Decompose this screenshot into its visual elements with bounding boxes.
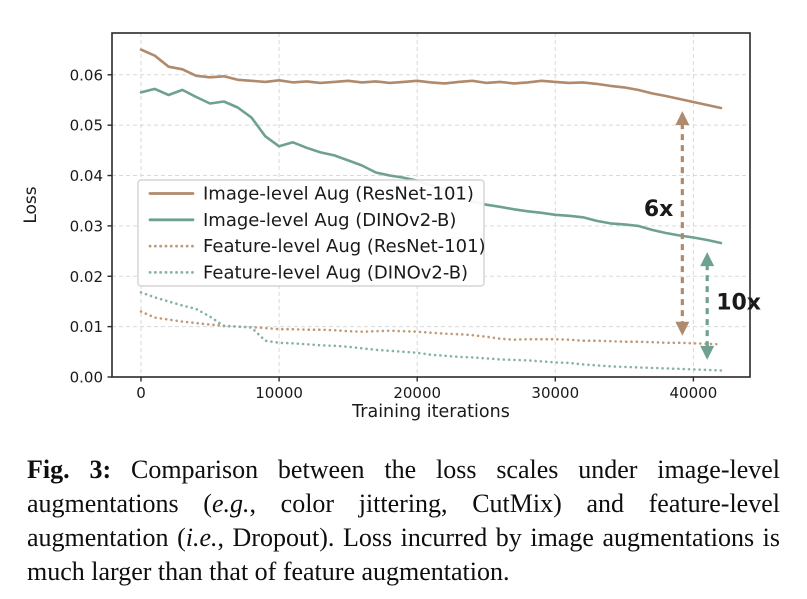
- y-tick-label: 0.02: [70, 268, 103, 286]
- series-line-3: [139, 291, 723, 372]
- y-tick-label: 0.06: [70, 66, 103, 84]
- x-tick-label: 20000: [393, 384, 441, 402]
- y-axis-label: Loss: [21, 186, 41, 223]
- arrowhead-down: [675, 321, 690, 336]
- arrowhead-up: [675, 111, 690, 126]
- legend-label-1: Image-level Aug (DINOv2-B): [203, 210, 456, 231]
- annotation-label: 10x: [716, 290, 761, 315]
- caption-segment: , Dropout). Loss incurred by image augme…: [27, 523, 780, 586]
- series-line-0: [139, 48, 723, 110]
- loss-comparison-chart: 0.00 0.01 0.02 0.03 0.04 0.05 0.06 0 10000 20000 3…: [21, 32, 761, 422]
- axis-ticks: 0.00 0.01 0.02 0.03 0.04 0.05 0.06 0 10000 20000 3…: [70, 66, 718, 402]
- y-tick-label: 0.03: [70, 217, 103, 235]
- annotation-label: 6x: [644, 197, 674, 222]
- caption-segment: , color jittering, CutMix) and feature-l…: [27, 489, 780, 552]
- y-tick-label: 0.05: [70, 117, 103, 135]
- legend: Image-level Aug (ResNet-101) Image-level …: [137, 179, 486, 287]
- plot-border: [111, 32, 751, 378]
- legend-label-2: Feature-level Aug (ResNet-101): [203, 236, 486, 257]
- legend-label-3: Feature-level Aug (DINOv2-B): [203, 262, 468, 283]
- legend-box: [137, 179, 485, 287]
- caption-segment: Fig. 3:: [27, 455, 112, 484]
- x-tick-label: 0: [136, 384, 146, 402]
- annotations: 6x 10x: [644, 111, 761, 360]
- arrowhead-up: [700, 252, 715, 267]
- caption-segment: Comparison between the loss scales under…: [27, 455, 780, 518]
- y-tick-label: 0.04: [70, 167, 103, 185]
- x-tick-label: 10000: [255, 384, 303, 402]
- figure-caption: Fig. 3: Comparison between the loss scal…: [27, 453, 780, 589]
- arrowhead-down: [700, 345, 715, 360]
- caption-segment: i.e.: [185, 523, 218, 552]
- x-tick-label: 40000: [670, 384, 718, 402]
- y-tick-label: 0.01: [70, 318, 103, 336]
- legend-label-0: Image-level Aug (ResNet-101): [203, 184, 474, 205]
- series-line-2: [139, 310, 723, 346]
- caption-segment: e.g.: [211, 489, 250, 518]
- x-axis-label: Training iterations: [351, 402, 510, 422]
- y-tick-label: 0.00: [70, 369, 103, 387]
- x-tick-label: 30000: [531, 384, 579, 402]
